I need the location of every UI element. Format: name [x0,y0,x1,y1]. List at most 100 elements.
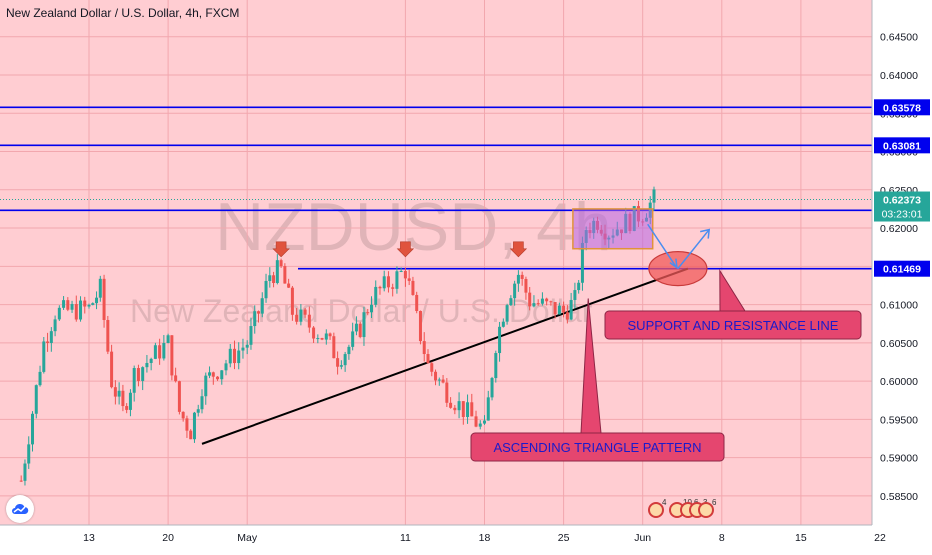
candle [110,344,114,389]
candle [524,276,528,300]
support-resistance-callout[interactable] [604,310,862,340]
candle-body [196,409,200,413]
candle [545,297,549,306]
candle-body [549,301,553,303]
candle [403,267,407,287]
candle [237,342,241,370]
candle-body [418,310,422,342]
candle [490,376,494,401]
indicator-badge-icon[interactable] [698,502,714,518]
candle [320,337,324,341]
candle-body [38,371,42,386]
price-level-badge[interactable] [874,99,930,116]
candle-body [565,312,569,320]
candle-body [166,335,170,344]
x-tick-label: 20 [162,532,174,544]
candle-body [320,338,324,340]
trendline-layer[interactable] [201,267,689,445]
candle-body [470,402,474,417]
candle-body [339,365,343,367]
candle-body [520,274,524,279]
candle-body [498,326,502,354]
candle [91,302,95,306]
price-level-badge[interactable] [874,260,930,277]
candle [275,254,279,285]
candle [577,279,581,294]
candle [445,378,449,408]
candle [62,296,66,310]
candle-body [268,275,272,281]
candle [501,318,505,328]
candle-body [113,387,117,397]
candle-body [573,290,577,300]
candle-body [141,367,145,381]
time-axis[interactable] [0,525,932,550]
candle [200,389,204,414]
candle-body [303,309,307,315]
symbol-title[interactable]: New Zealand Dollar / U.S. Dollar, 4h, FX… [6,6,240,20]
candle-body [299,309,303,322]
candle [386,271,390,293]
candle [358,321,362,339]
candle [287,278,291,288]
candle-body [415,294,419,311]
candle-body [66,300,70,310]
indicator-badge-icon[interactable] [648,502,664,518]
candle-body [399,270,403,272]
consolidation-box[interactable] [572,208,654,250]
candle [79,296,83,322]
candle-body [434,371,438,381]
candle-body [336,358,340,367]
candle-body [382,276,386,289]
y-tick-label: 0.64500 [880,32,918,44]
countdown-label: 03:23:01 [882,209,923,221]
candle-body [430,363,434,372]
candle [483,415,486,425]
candle [478,420,482,430]
triangle-pattern-callout[interactable] [470,432,725,462]
candle-body [228,348,232,364]
candle [366,308,370,316]
candle [565,305,569,324]
candle [125,403,129,414]
candle-body [513,283,517,299]
candle-body [461,401,465,417]
projection-down-arrow[interactable] [647,223,677,268]
support-resistance-label: SUPPORT AND RESISTANCE LINE [628,318,839,333]
candle-body [62,300,66,308]
candle-body [577,282,581,291]
candle [453,405,457,415]
tradingview-logo[interactable] [6,495,34,523]
candle [461,401,465,425]
candle [42,336,46,374]
current-price-badge[interactable] [874,191,930,222]
x-tick-label: May [237,532,258,544]
resistance-arrow-icon[interactable] [396,241,415,258]
x-tick-label: 8 [719,532,725,544]
candle-body [46,341,50,343]
candle-body [386,276,390,288]
candle [422,332,426,362]
price-level-badge[interactable] [874,137,930,154]
candle [494,350,498,383]
candle [170,335,174,381]
drawings[interactable]: SUPPORT AND RESISTANCE LINE ASCENDING TRI… [272,208,862,518]
candle-body [287,283,291,288]
ascending-trendline[interactable] [201,267,689,445]
candle-body [49,331,53,343]
x-tick-label: 25 [558,532,570,544]
resistance-arrow-icon[interactable] [272,241,290,258]
candle [351,322,355,351]
candle-body [211,372,215,377]
candle-body [275,260,279,283]
candle-body [53,319,57,332]
horizontal-levels[interactable] [0,106,872,270]
candle-body [358,323,362,338]
candle-body [27,444,31,464]
resistance-arrow-icon[interactable] [509,241,528,258]
projection-up-arrow[interactable] [677,229,710,270]
